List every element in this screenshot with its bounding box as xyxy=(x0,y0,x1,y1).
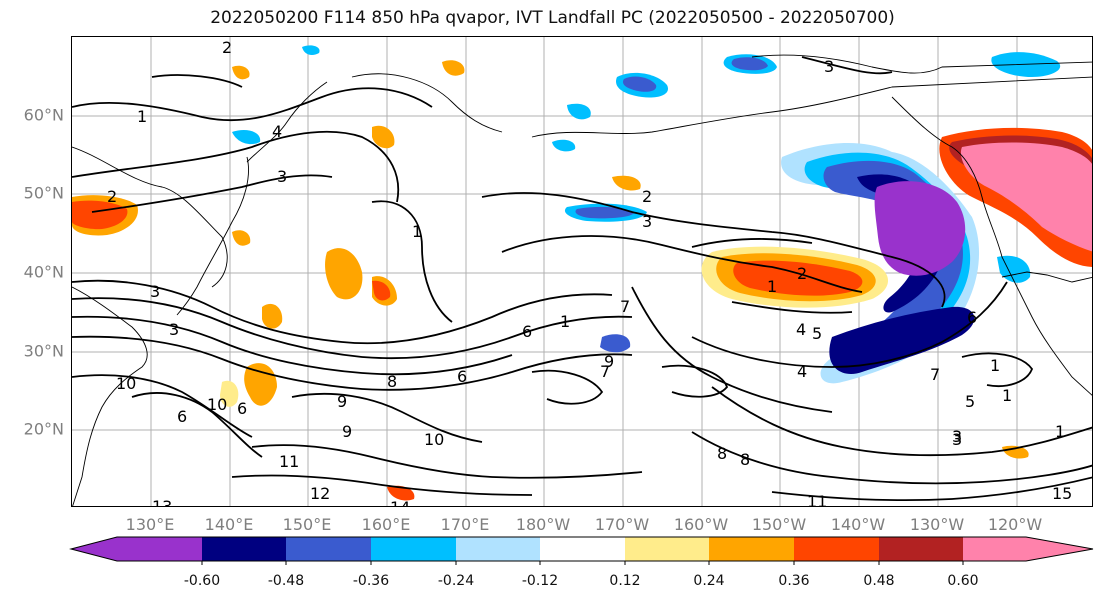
lat-label-30n: 30°N xyxy=(23,341,64,361)
contour-label: 1 xyxy=(412,222,422,241)
ivt-contours xyxy=(72,56,1092,502)
contour-label: 5 xyxy=(812,324,822,343)
colorbar xyxy=(69,536,1094,565)
colorbar-extend-high xyxy=(1026,537,1093,561)
contour-label: 10 xyxy=(116,374,136,393)
colorbar-tick-label: -0.36 xyxy=(352,573,390,589)
contour-label: 8 xyxy=(387,372,397,391)
lon-label-160w: 160°W xyxy=(673,515,729,534)
lon-label-150e: 150°E xyxy=(282,515,332,534)
contour-label: 15 xyxy=(1052,484,1072,503)
contour-label: 6 xyxy=(522,322,532,341)
colorbar-extend-low xyxy=(71,537,117,561)
colorbar-tick-label: 0.36 xyxy=(778,573,810,589)
contour-label: 3 xyxy=(150,282,160,301)
lon-label-140w: 140°W xyxy=(830,515,886,534)
colorbar-segment xyxy=(540,537,625,561)
contour-label: 3 xyxy=(169,320,179,339)
contour-label: 1 xyxy=(560,312,570,331)
colorbar-tick-label: -0.24 xyxy=(437,573,475,589)
contour-label: 2 xyxy=(642,187,652,206)
contour-label: 10 xyxy=(207,395,227,414)
lat-label-50n: 50°N xyxy=(23,183,64,203)
lon-label-160e: 160°E xyxy=(361,515,411,534)
lon-label-130w: 130°W xyxy=(909,515,965,534)
colorbar-tick-label: 0.12 xyxy=(609,573,641,589)
contour-label: 8 xyxy=(740,450,750,469)
contour-label-group: 2 3 4 3 2 3 1 3 2 3 1 2 1 3 5 4 6 7 6 1 … xyxy=(107,38,1072,507)
colorbar-tick-label: -0.48 xyxy=(267,573,305,589)
contour-label: 1 xyxy=(767,277,777,296)
contour-label: 11 xyxy=(279,452,299,471)
lat-label-40n: 40°N xyxy=(23,262,64,282)
lon-label-140e: 140°E xyxy=(204,515,254,534)
contour-label: 1 xyxy=(1055,422,1065,441)
contour-label: 4 xyxy=(797,362,807,381)
colorbar-segment xyxy=(963,537,1026,561)
colorbar-segment xyxy=(456,537,540,561)
colorbar-segment xyxy=(709,537,794,561)
contour-label: 7 xyxy=(600,362,610,381)
contour-label: 8 xyxy=(717,444,727,463)
contour-label: 3 xyxy=(952,430,962,449)
colorbar-segment xyxy=(117,537,202,561)
contour-label: 3 xyxy=(824,57,834,76)
lon-label-130e: 130°E xyxy=(125,515,175,534)
contour-label: 14 xyxy=(390,498,410,507)
contour-label: 2 xyxy=(222,38,232,57)
colorbar-ticks xyxy=(201,561,964,565)
contour-label: 1 xyxy=(990,356,1000,375)
contour-label: 9 xyxy=(604,352,614,371)
contour-label: 6 xyxy=(177,407,187,426)
contour-label: 6 xyxy=(237,399,247,418)
contour-label: 2 xyxy=(797,264,807,283)
lon-label-120w: 120°W xyxy=(987,515,1043,534)
contour-label: 10 xyxy=(424,430,444,449)
contour-label: 4 xyxy=(272,122,282,141)
colorbar-outline xyxy=(69,536,1094,562)
contour-label: 3 xyxy=(642,212,652,231)
contour-label: 1 xyxy=(137,107,147,126)
colorbar-segment xyxy=(371,537,456,561)
contour-label: 2 xyxy=(107,187,117,206)
colorbar-segment xyxy=(625,537,709,561)
colorbar-segment xyxy=(879,537,963,561)
colorbar-tick-label: -0.60 xyxy=(183,573,221,589)
contour-label: 3 xyxy=(277,167,287,186)
contour-label: 6 xyxy=(967,308,977,327)
contour-label: 7 xyxy=(620,297,630,316)
contour-label: 9 xyxy=(342,422,352,441)
lat-label-20n: 20°N xyxy=(23,419,64,439)
lon-label-170w: 170°W xyxy=(594,515,650,534)
colorbar-segment xyxy=(794,537,879,561)
contour-label: 9 xyxy=(337,392,347,411)
contour-label: 13 xyxy=(152,497,172,507)
contour-label: 6 xyxy=(457,367,467,386)
contour-label: 4 xyxy=(796,320,806,339)
lon-label-150w: 150°W xyxy=(751,515,807,534)
map-title: 2022050200 F114 850 hPa qvapor, IVT Land… xyxy=(210,8,895,28)
negative-anomaly-fill xyxy=(232,45,1061,384)
lat-label-60n: 60°N xyxy=(23,105,64,125)
colorbar-tick-label: 0.60 xyxy=(947,573,979,589)
lon-label-180w: 180°W xyxy=(515,515,571,534)
contour-label: 5 xyxy=(965,392,975,411)
contour-label: 1 xyxy=(1002,386,1012,405)
contour-label: 7 xyxy=(930,365,940,384)
lon-label-170e: 170°E xyxy=(440,515,490,534)
map-canvas: 2 3 4 3 2 3 1 3 2 3 1 2 1 3 5 4 6 7 6 1 … xyxy=(72,37,1092,507)
map-panel: 2 3 4 3 2 3 1 3 2 3 1 2 1 3 5 4 6 7 6 1 … xyxy=(71,36,1093,507)
colorbar-tick-label: 0.24 xyxy=(693,573,725,589)
colorbar-tick-label: -0.12 xyxy=(521,573,559,589)
contour-label: 3 xyxy=(952,427,962,446)
contour-label: 12 xyxy=(310,484,330,503)
colorbar-tick-label: 0.48 xyxy=(863,573,895,589)
colorbar-segment xyxy=(286,537,371,561)
contour-label: 11 xyxy=(807,492,827,507)
colorbar-segment xyxy=(202,537,286,561)
